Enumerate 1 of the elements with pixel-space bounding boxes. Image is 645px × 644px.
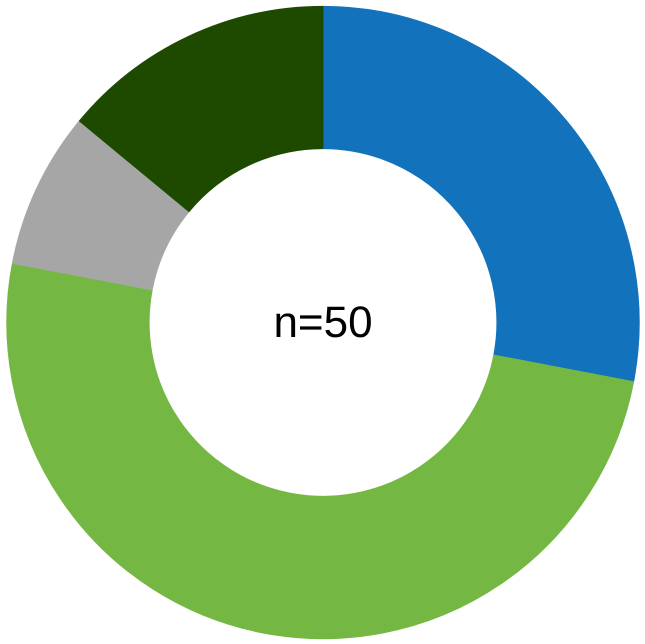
text: n=50 <box>273 298 373 347</box>
